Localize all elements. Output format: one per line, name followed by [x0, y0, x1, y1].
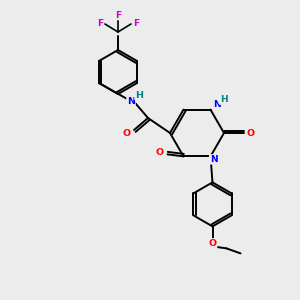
Text: F: F: [133, 20, 139, 28]
Text: N: N: [127, 98, 135, 106]
Text: O: O: [155, 148, 164, 157]
Text: O: O: [247, 128, 255, 137]
Text: O: O: [208, 239, 217, 248]
Text: O: O: [123, 130, 131, 139]
Text: F: F: [115, 11, 121, 20]
Text: H: H: [135, 91, 143, 100]
Text: N: N: [210, 155, 217, 164]
Text: H: H: [220, 95, 227, 104]
Text: N: N: [213, 100, 220, 109]
Text: F: F: [97, 20, 103, 28]
